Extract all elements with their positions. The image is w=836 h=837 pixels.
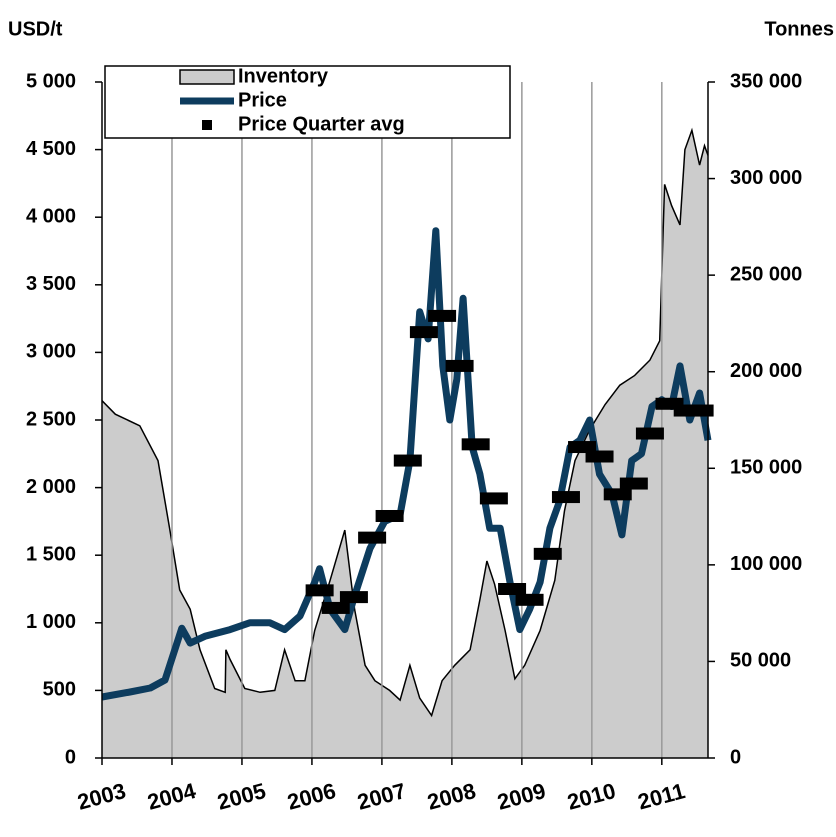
quarter-marker [568,441,597,454]
y2-tick-label: 350 000 [730,70,802,92]
quarter-marker [551,491,580,504]
legend-label: Price Quarter avg [238,113,405,135]
y2-tick-label: 300 000 [730,167,802,189]
quarter-marker [479,492,508,505]
quarter-marker [635,427,664,440]
area-fill [102,130,708,759]
y-tick-label: 5 000 [26,70,76,92]
y2-tick-label: 100 000 [730,553,802,575]
x-tick-label: 2006 [285,778,339,815]
y-tick-label: 1 000 [26,611,76,633]
x-tick-label: 2004 [145,778,199,815]
y2-tick-label: 250 000 [730,263,802,285]
x-tick-label: 2009 [495,778,549,815]
quarter-marker [358,531,387,544]
y-tick-label: 3 500 [26,273,76,295]
x-tick-label: 2005 [215,778,269,815]
legend-swatch [202,120,212,130]
y-tick-label: 3 000 [26,341,76,363]
quarter-marker [321,601,350,614]
y-axis-label: USD/t [8,18,63,40]
quarter-marker [533,547,562,560]
y-tick-label: 4 000 [26,205,76,227]
y-tick-label: 2 500 [26,408,76,430]
quarter-marker [375,509,404,522]
y2-axis-label: Tonnes [764,18,834,40]
quarter-marker [339,591,368,604]
price-line [101,227,712,701]
x-tick-label: 2008 [425,778,479,815]
quarter-marker [515,593,544,606]
legend-label: Inventory [238,65,329,87]
x-tick-label: 2003 [75,778,129,815]
y2-tick-label: 200 000 [730,360,802,382]
quarter-marker [409,326,438,339]
x-tick-label: 2010 [565,778,619,815]
quarter-marker [685,404,714,417]
y-tick-label: 4 500 [26,138,76,160]
quarter-marker [461,438,490,451]
x-tick-label: 2011 [635,778,688,815]
quarter-marker [603,488,632,501]
y2-tick-label: 50 000 [730,650,791,672]
quarter-marker [393,454,422,467]
area-outline [101,127,709,718]
quarter-marker [428,309,457,322]
x-tick-label: 2007 [355,778,409,815]
legend-label: Price [238,89,287,111]
y2-tick-label: 150 000 [730,457,802,479]
legend-box [104,65,511,139]
y2-tick-label: 0 [730,746,741,768]
quarter-marker [305,584,334,597]
y-tick-label: 2 000 [26,476,76,498]
quarter-marker [585,450,614,463]
y-tick-label: 1 500 [26,543,76,565]
quarter-marker [498,583,527,595]
y-tick-label: 500 [43,679,76,701]
legend-swatch [179,69,235,85]
quarter-marker [445,359,474,372]
y-tick-label: 0 [65,746,76,768]
quarter-marker [619,477,648,490]
